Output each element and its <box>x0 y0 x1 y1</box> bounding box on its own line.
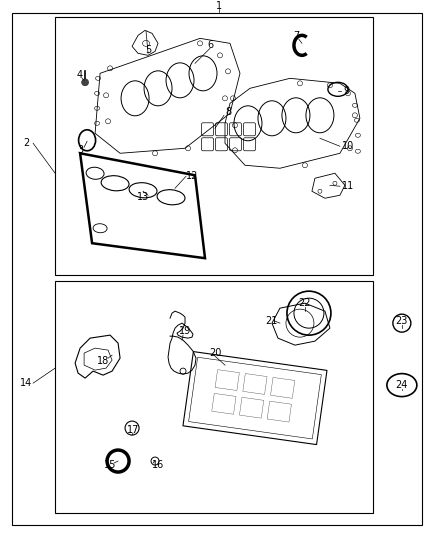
Text: 22: 22 <box>299 298 311 308</box>
Text: 1: 1 <box>216 2 222 11</box>
Bar <box>55 18 373 275</box>
Text: 24: 24 <box>396 380 408 390</box>
Text: 15: 15 <box>104 460 116 470</box>
Text: 6: 6 <box>207 41 213 50</box>
Text: 7: 7 <box>293 31 299 42</box>
Text: 10: 10 <box>342 141 354 151</box>
Text: 20: 20 <box>209 348 221 358</box>
Text: 13: 13 <box>137 192 149 202</box>
Text: 16: 16 <box>152 460 164 470</box>
Text: 3: 3 <box>77 146 83 155</box>
Text: 18: 18 <box>97 356 109 366</box>
Text: 2: 2 <box>23 138 29 148</box>
Text: 11: 11 <box>342 181 354 191</box>
Text: 9: 9 <box>344 86 350 96</box>
Circle shape <box>81 79 88 86</box>
Text: 14: 14 <box>20 378 32 388</box>
Text: 5: 5 <box>145 45 151 55</box>
Text: 4: 4 <box>77 70 83 80</box>
Text: 17: 17 <box>127 425 139 435</box>
Bar <box>55 281 373 513</box>
Text: 21: 21 <box>265 316 277 326</box>
Text: 12: 12 <box>186 171 198 181</box>
Text: 19: 19 <box>179 326 191 336</box>
Text: 23: 23 <box>396 316 408 326</box>
Text: 8: 8 <box>225 107 231 117</box>
